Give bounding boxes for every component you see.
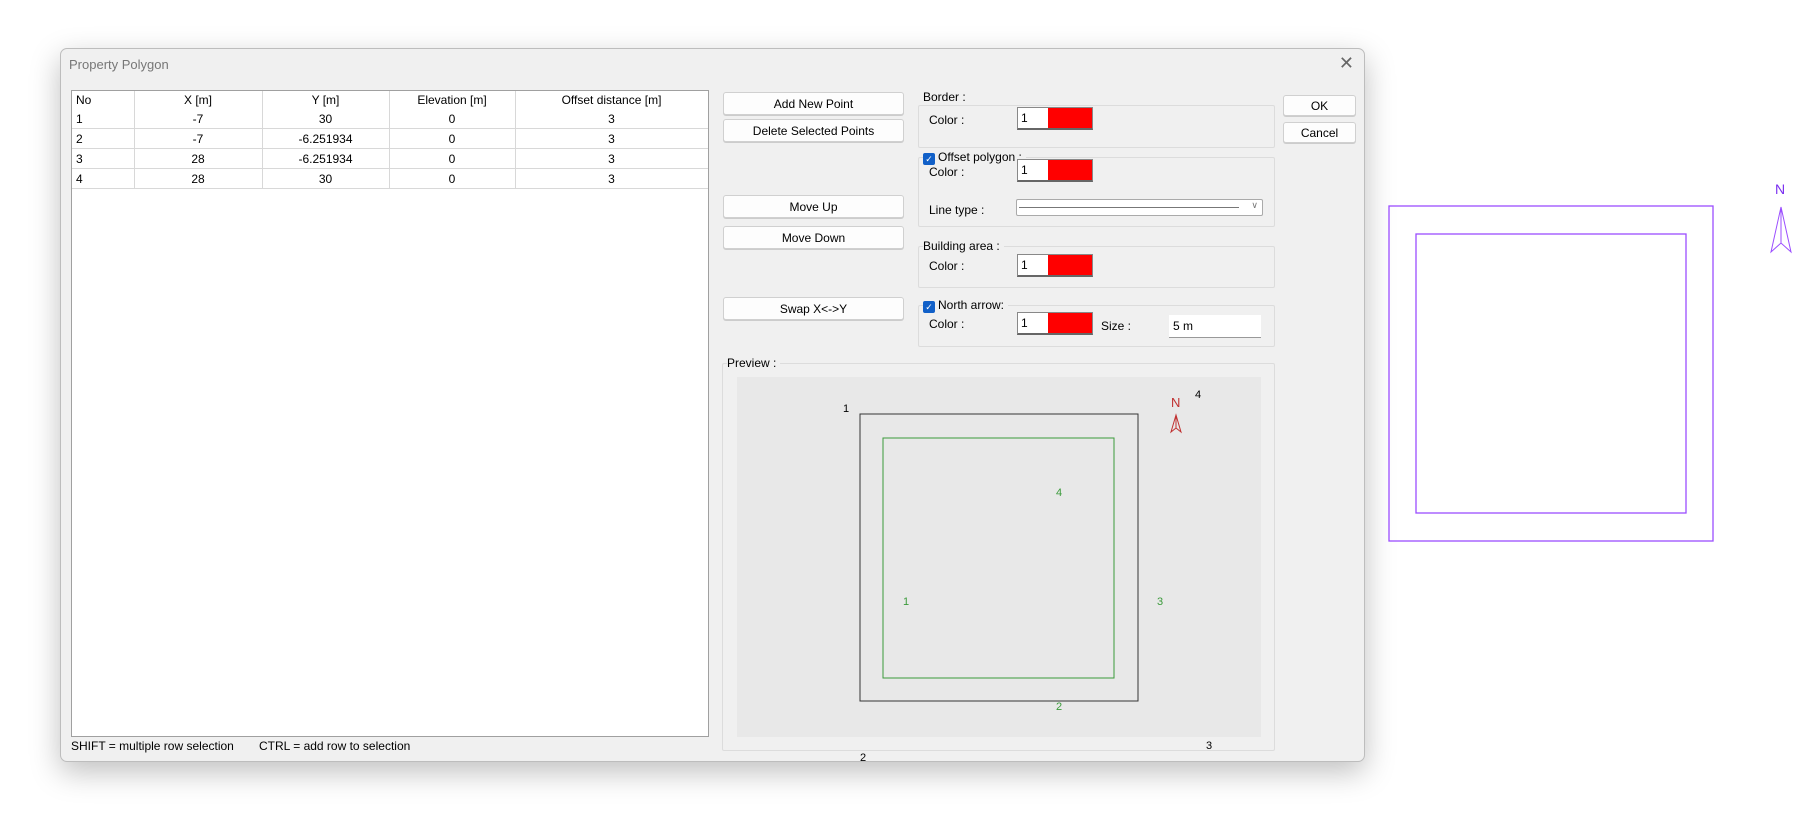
north-arrow-checkbox[interactable]: ✓ North arrow: <box>923 298 1009 313</box>
table-cell[interactable]: 0 <box>448 152 456 166</box>
table-cell[interactable]: 30 <box>318 112 333 126</box>
preview-group <box>722 363 1275 751</box>
table-row[interactable]: 3 28 -6.251934 0 3 <box>72 150 708 169</box>
table-cell[interactable]: -7 <box>192 112 204 126</box>
color-swatch <box>1048 313 1092 333</box>
offset-vertex-label: 2 <box>1056 701 1063 713</box>
add-new-point-button[interactable]: Add New Point <box>723 92 904 115</box>
preview-label: Preview : <box>727 356 781 370</box>
table-cell[interactable]: -6.251934 <box>298 132 353 146</box>
table-cell[interactable]: -7 <box>192 132 204 146</box>
north-arrow-icon <box>1170 413 1182 434</box>
offset-polygon-checkbox[interactable]: ✓ Offset polygon : <box>923 150 1026 165</box>
table-cell[interactable]: 3 <box>608 172 615 186</box>
preview-canvas: 1 2 3 4 1 2 3 4 N <box>737 377 1261 764</box>
table-cell[interactable]: -6.251934 <box>298 152 353 166</box>
line-type-label: Line type : <box>929 203 985 217</box>
building-color-label: Color : <box>929 259 965 273</box>
checkbox-checked-icon[interactable]: ✓ <box>923 301 935 313</box>
ok-button[interactable]: OK <box>1283 95 1356 116</box>
move-down-button[interactable]: Move Down <box>723 226 904 249</box>
border-polygon <box>859 413 1139 702</box>
color-swatch <box>1048 160 1092 180</box>
table-cell[interactable]: 28 <box>191 152 205 166</box>
shift-hint: SHIFT = multiple row selection <box>71 739 234 753</box>
table-cell[interactable]: 1 <box>76 112 83 126</box>
color-index: 1 <box>1021 111 1028 125</box>
dialog-title: Property Polygon <box>69 57 169 72</box>
border-color-label: Color : <box>929 113 965 127</box>
border-group <box>918 105 1275 148</box>
column-header[interactable]: X [m] <box>183 93 212 107</box>
color-index: 1 <box>1021 258 1028 272</box>
offset-vertex-label: 3 <box>1157 596 1164 608</box>
north-arrow-icon <box>1770 206 1792 254</box>
building-area-label: Building area : <box>923 239 1004 253</box>
vertex-label: 1 <box>843 403 850 415</box>
table-cell[interactable]: 0 <box>448 172 456 186</box>
table-cell[interactable]: 3 <box>608 152 615 166</box>
offset-vertex-label: 1 <box>903 596 910 608</box>
offset-vertex-label: 4 <box>1056 487 1063 499</box>
column-header[interactable]: Offset distance [m] <box>561 93 662 107</box>
solid-line-preview <box>1019 207 1239 208</box>
table-cell[interactable]: 3 <box>608 132 615 146</box>
points-table[interactable]: No X [m] Y [m] Elevation [m] Offset dist… <box>71 90 709 737</box>
north-color-label: Color : <box>929 317 965 331</box>
offset-color-picker[interactable]: 1 <box>1017 159 1093 182</box>
north-arrow-label: North arrow: <box>938 298 1005 312</box>
table-header: No X [m] Y [m] Elevation [m] Offset dist… <box>72 91 708 110</box>
offset-polygon-label: Offset polygon : <box>938 150 1022 164</box>
cancel-button[interactable]: Cancel <box>1283 122 1356 143</box>
color-index: 1 <box>1021 316 1028 330</box>
delete-selected-points-button[interactable]: Delete Selected Points <box>723 119 904 142</box>
offset-color-label: Color : <box>929 165 965 179</box>
drawing-border-polygon <box>1388 205 1714 542</box>
north-label: N <box>1171 395 1181 410</box>
table-cell[interactable]: 3 <box>608 112 615 126</box>
drawing-north-label: N <box>1775 181 1786 197</box>
table-row[interactable]: 4 28 30 0 3 <box>72 170 708 189</box>
table-cell[interactable]: 0 <box>448 132 456 146</box>
color-swatch <box>1048 255 1092 275</box>
line-type-dropdown[interactable]: ∨ <box>1016 199 1263 216</box>
table-cell[interactable]: 30 <box>318 172 333 186</box>
offset-polygon <box>882 437 1115 679</box>
drawing-offset-polygon <box>1415 233 1687 514</box>
color-index: 1 <box>1021 163 1028 177</box>
table-cell[interactable]: 4 <box>76 172 83 186</box>
table-cell[interactable]: 0 <box>448 112 456 126</box>
column-header[interactable]: No <box>76 93 92 107</box>
table-cell[interactable]: 2 <box>76 132 83 146</box>
table-cell[interactable]: 28 <box>191 172 205 186</box>
table-row[interactable]: 2 -7 -6.251934 0 3 <box>72 130 708 149</box>
ctrl-hint: CTRL = add row to selection <box>259 739 411 753</box>
vertex-label: 2 <box>860 752 867 764</box>
vertex-label: 4 <box>1195 389 1202 401</box>
move-up-button[interactable]: Move Up <box>723 195 904 218</box>
north-color-picker[interactable]: 1 <box>1017 312 1093 335</box>
size-input[interactable]: 5 m <box>1169 315 1261 338</box>
north-arrow-group <box>918 305 1275 347</box>
column-header[interactable]: Elevation [m] <box>417 93 487 107</box>
vertex-label: 3 <box>1206 740 1213 752</box>
border-label: Border : <box>923 90 970 104</box>
table-row[interactable]: 1 -7 30 0 3 <box>72 110 708 129</box>
border-color-picker[interactable]: 1 <box>1017 107 1093 130</box>
swap-xy-button[interactable]: Swap X<->Y <box>723 297 904 320</box>
drawing-canvas <box>1388 205 1792 542</box>
checkbox-checked-icon[interactable]: ✓ <box>923 153 935 165</box>
offset-polygon-group <box>918 157 1275 227</box>
table-cell[interactable]: 3 <box>76 152 83 166</box>
color-swatch <box>1048 108 1092 128</box>
chevron-down-icon: ∨ <box>1251 200 1258 210</box>
property-polygon-dialog: Property Polygon ✕ No X [m] Y [m] Elevat… <box>60 48 1365 764</box>
building-area-group <box>918 246 1275 288</box>
column-header[interactable]: Y [m] <box>311 93 340 107</box>
size-label: Size : <box>1101 319 1132 333</box>
building-color-picker[interactable]: 1 <box>1017 254 1093 277</box>
close-icon[interactable]: ✕ <box>1338 53 1354 73</box>
